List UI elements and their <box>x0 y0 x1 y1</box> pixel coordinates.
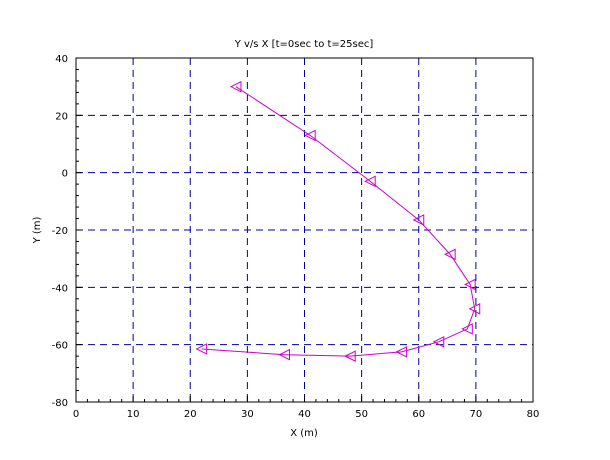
y-tick-label: -40 <box>52 283 68 294</box>
data-point-marker <box>412 214 425 226</box>
data-point-marker <box>304 129 316 142</box>
data-point-marker <box>229 80 242 93</box>
axis-ticks: 0 10 20 30 40 50 60 70 80 -80 -60 -40 -20 0 20 40 <box>52 54 540 420</box>
x-tick-label: 40 <box>298 409 311 420</box>
x-tick-label: 80 <box>527 409 540 420</box>
series-layer <box>195 80 481 362</box>
x-axis-label: X (m) <box>290 428 318 439</box>
y-tick-label: -20 <box>52 226 68 237</box>
x-tick-label: 30 <box>241 409 254 420</box>
grid-lines <box>76 58 533 402</box>
data-point-marker <box>195 343 208 355</box>
data-point-marker <box>395 346 408 358</box>
x-tick-label: 60 <box>412 409 425 420</box>
data-point-marker <box>432 335 445 348</box>
y-tick-label: 20 <box>55 111 68 122</box>
y-tick-label: 40 <box>55 54 68 65</box>
series-line <box>201 86 476 357</box>
y-tick-label: 0 <box>62 169 68 180</box>
data-point-marker <box>461 323 473 335</box>
x-tick-label: 50 <box>355 409 368 420</box>
x-tick-label: 0 <box>73 409 79 420</box>
y-axis-label: Y (m) <box>32 216 43 244</box>
x-tick-label: 70 <box>470 409 483 420</box>
y-tick-label: -60 <box>52 341 68 352</box>
chart-title: Y v/s X [t=0sec to t=25sec] <box>234 39 374 50</box>
x-tick-label: 20 <box>184 409 197 420</box>
data-point-marker <box>278 348 291 361</box>
x-tick-label: 10 <box>127 409 140 420</box>
data-point-marker <box>364 175 376 188</box>
data-point-marker <box>344 350 356 362</box>
data-point-marker <box>468 303 481 315</box>
y-tick-label: -80 <box>52 398 68 409</box>
data-point-marker <box>464 278 476 291</box>
data-point-marker <box>444 248 456 261</box>
